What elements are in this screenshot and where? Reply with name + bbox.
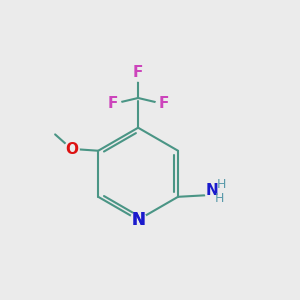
Text: O: O bbox=[65, 142, 78, 157]
Text: N: N bbox=[131, 211, 145, 229]
Text: N: N bbox=[131, 211, 145, 229]
Text: F: F bbox=[108, 96, 118, 111]
Text: F: F bbox=[133, 65, 143, 80]
Text: H: H bbox=[217, 178, 226, 191]
Text: F: F bbox=[158, 96, 169, 111]
Text: N: N bbox=[206, 183, 219, 198]
Text: H: H bbox=[215, 192, 224, 205]
